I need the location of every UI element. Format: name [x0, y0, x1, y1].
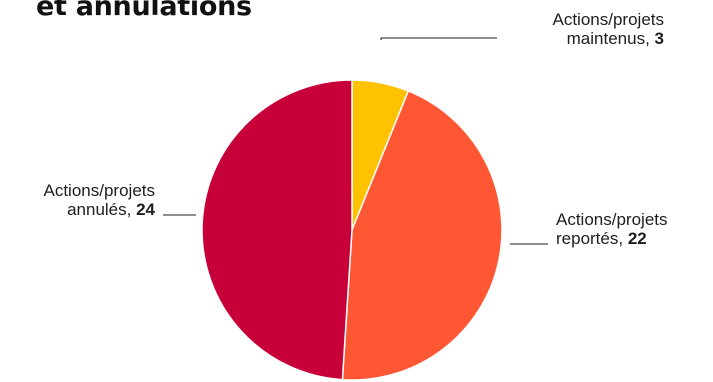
slice-value: 3 [655, 29, 664, 48]
leader-line-1 [380, 37, 497, 40]
label-leader-lines [163, 37, 548, 245]
chart-title: et annulations [36, 0, 252, 22]
slice-label-line1: Actions/projets [556, 210, 668, 229]
slice-label-2: Actions/projets reportés, 22 [556, 210, 668, 248]
slice-label-line1: Actions/projets [553, 10, 665, 29]
slice-label-line2: maintenus, 3 [567, 29, 664, 48]
slice-value: 24 [136, 200, 155, 219]
pie-slice-2 [341, 89, 503, 381]
slice-label-3: Actions/projets annulés, 24 [44, 181, 156, 219]
slice-label-line2: reportés, 22 [556, 229, 647, 248]
slice-label-1: Actions/projets maintenus, 3 [553, 10, 665, 48]
pie-slices [201, 79, 503, 381]
slice-label-line2: annulés, 24 [67, 200, 155, 219]
pie-slice-3 [201, 79, 353, 381]
slice-labels: Actions/projets maintenus, 3Actions/proje… [44, 10, 668, 248]
slice-value: 22 [628, 229, 647, 248]
slice-label-line1: Actions/projets [44, 181, 156, 200]
